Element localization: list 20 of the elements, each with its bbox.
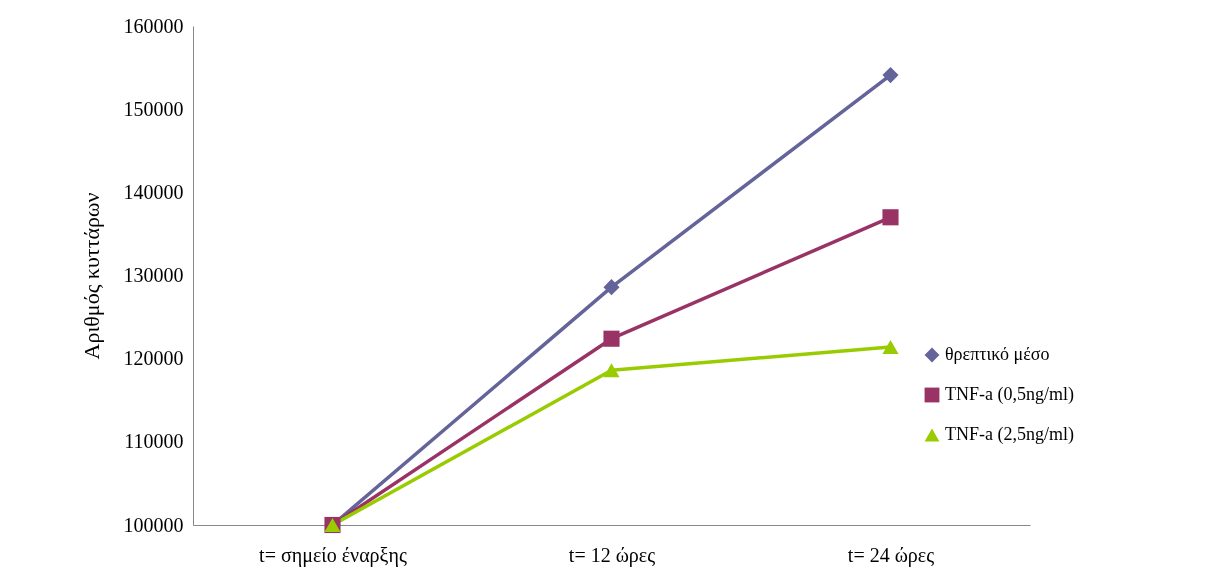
y-tick-label: 140000 — [123, 180, 184, 203]
point — [603, 330, 620, 347]
y-tick-label: 120000 — [123, 347, 184, 370]
y-tick-label: 160000 — [123, 14, 184, 37]
legend-label: TNF-a (0,5ng/ml) — [945, 384, 1074, 405]
point — [882, 209, 899, 226]
point — [603, 363, 620, 378]
y-tick-label: 150000 — [123, 97, 184, 120]
point — [603, 279, 620, 296]
legend-label: TNF-a (2,5ng/ml) — [945, 424, 1074, 445]
y-tick-label: 130000 — [123, 264, 184, 286]
x-tick-label: t= σημείο έναρξης — [259, 543, 407, 567]
point — [882, 67, 899, 84]
y-axis-title: Αριθμός κυττάρων — [78, 192, 104, 360]
point — [882, 340, 899, 355]
y-tick-label: 100000 — [123, 513, 184, 536]
x-tick-label: t= 24 ώρες — [847, 543, 935, 567]
y-tick-label: 110000 — [124, 430, 184, 453]
legend-label: θρεπτικό μέσο — [945, 344, 1050, 364]
x-tick-label: t= 12 ώρες — [568, 543, 656, 567]
